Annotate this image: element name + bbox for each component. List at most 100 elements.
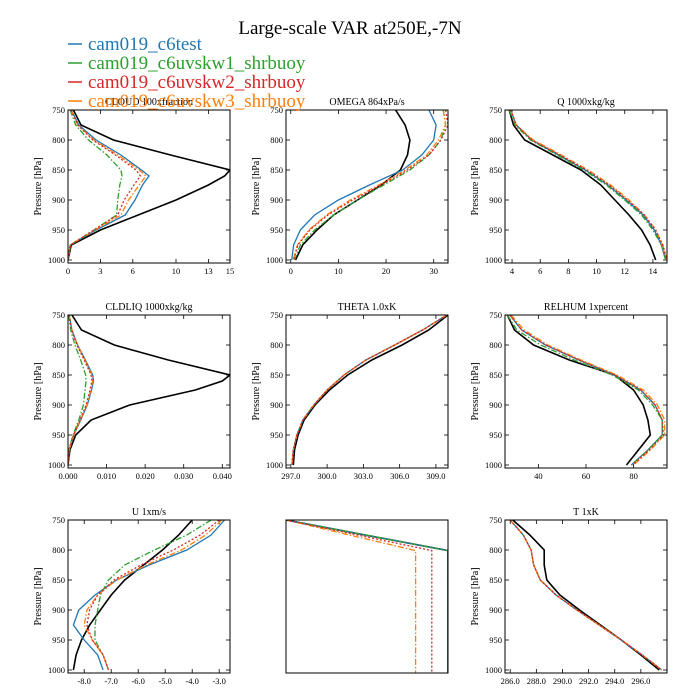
series-line-cam019-c6uvskw1-shrbuoy [68, 315, 87, 466]
xtick-label: 0 [289, 266, 293, 276]
series-line-cam019-c6test [291, 315, 448, 466]
panel-q: Q 1000xkg/kg 750 800 850 900 950 1000 4 6 8 10 12 14… [470, 97, 668, 276]
xtick-label: 6 [538, 266, 542, 276]
panel-frame [504, 519, 668, 674]
series-line-cam019-c6uvskw2-shrbuoy [286, 520, 433, 673]
ytick-label: 800 [52, 340, 65, 350]
ytick-label: 850 [52, 575, 65, 585]
panel-title-theta: THETA 1.0xK [338, 302, 397, 313]
series-line-reference [286, 520, 448, 673]
xtick-label: 0.030 [174, 471, 193, 481]
series-line-cam019-c6uvskw1-shrbuoy [286, 520, 448, 673]
xtick-label: 300.0 [318, 471, 337, 481]
ytick-label: 850 [270, 370, 283, 380]
series-line-cam019-c6uvskw2-shrbuoy [509, 315, 665, 466]
xtick-label: 13 [204, 266, 213, 276]
series-group [68, 315, 230, 466]
ytick-label: 900 [489, 605, 502, 615]
series-line-cam019-c6test [286, 520, 448, 673]
series-line-cam019-c6uvskw3-shrbuoy [83, 520, 223, 671]
xtick-label: 6 [131, 266, 135, 276]
series-line-cam019-c6uvskw1-shrbuoy [68, 110, 123, 261]
panel-relhum: RELHUM 1xpercent 750 800 850 900 950 1000 40 60 8… [470, 302, 668, 481]
panel-u: U 1xm/s 750 800 850 900 950 1000 -8.0 -7.0 -6.0 -5… [33, 507, 231, 686]
panel-title-q: Q 1000xkg/kg [557, 97, 615, 108]
series-group [72, 520, 226, 671]
series-line-reference [512, 520, 660, 671]
xtick-label: 0.020 [136, 471, 155, 481]
xtick-label: 306.0 [390, 471, 409, 481]
panel-title-cloud: CLOUD 100xfraction [105, 97, 193, 108]
series-line-cam019-c6uvskw2-shrbuoy [86, 520, 220, 671]
ytick-label: 850 [489, 165, 502, 175]
ytick-label: 800 [52, 135, 65, 145]
series-line-cam019-c6uvskw2-shrbuoy [68, 315, 93, 466]
series-line-cam019-c6uvskw3-shrbuoy [68, 110, 147, 261]
series-line-cam019-c6uvskw2-shrbuoy [68, 110, 142, 261]
legend: cam019_c6testcam019_c6uvskw1_shrbuoycam0… [68, 34, 306, 112]
xtick-label: -7.0 [104, 676, 117, 686]
ytick-label: 950 [489, 635, 502, 645]
ytick-label: 750 [489, 310, 502, 320]
panel-frame [67, 314, 231, 469]
ytick-label: 800 [52, 545, 65, 555]
panel-frame [504, 314, 668, 469]
series-group [68, 110, 230, 261]
ylabel-q: Pressure [hPa] [470, 157, 481, 215]
series-line-reference [72, 520, 193, 671]
series-group [506, 315, 666, 466]
ytick-label: 950 [52, 430, 65, 440]
panel-extra [285, 519, 449, 674]
legend-entry-cam019-c6test: cam019_c6test [88, 34, 203, 55]
xtick-label: 30 [429, 266, 438, 276]
xtick-label: 303.0 [354, 471, 373, 481]
ytick-label: 750 [270, 310, 283, 320]
series-line-cam019-c6uvskw1-shrbuoy [293, 110, 447, 261]
series-line-cam019-c6uvskw2-shrbuoy [291, 315, 448, 466]
ytick-label: 900 [489, 400, 502, 410]
xtick-label: 15 [226, 266, 235, 276]
xtick-label: 288.0 [527, 676, 546, 686]
ytick-label: 800 [270, 135, 283, 145]
series-line-reference [292, 315, 448, 466]
xtick-label: 296.0 [631, 676, 650, 686]
ytick-label: 900 [52, 195, 65, 205]
panel-grid: CLOUD 100xfraction 750 800 850 900 950 1000 0 3 6… [33, 97, 668, 686]
ylabel-omega: Pressure [hPa] [251, 157, 262, 215]
xtick-label: -8.0 [77, 676, 90, 686]
panel-frame [504, 109, 668, 264]
ytick-label: 900 [270, 195, 283, 205]
series-group [508, 110, 667, 261]
xtick-label: 3 [98, 266, 102, 276]
xtick-label: 0 [66, 266, 70, 276]
xtick-label: 10 [592, 266, 601, 276]
ytick-label: 950 [270, 225, 283, 235]
series-line-cam019-c6uvskw1-shrbuoy [94, 520, 212, 671]
ytick-label: 1000 [266, 255, 283, 265]
panel-title-u: U 1xm/s [132, 507, 166, 518]
xtick-label: 292.0 [579, 676, 598, 686]
series-line-cam019-c6test [68, 110, 150, 261]
series-line-cam019-c6uvskw1-shrbuoy [508, 110, 667, 261]
ytick-label: 900 [489, 195, 502, 205]
ytick-label: 1000 [485, 665, 502, 675]
series-group [291, 315, 448, 466]
series-line-cam019-c6uvskw1-shrbuoy [509, 520, 663, 671]
xtick-label: 294.0 [605, 676, 624, 686]
xtick-label: 286.0 [501, 676, 520, 686]
panel-frame [285, 314, 449, 469]
series-line-cam019-c6uvskw3-shrbuoy [509, 110, 667, 261]
xtick-label: -3.0 [212, 676, 225, 686]
ytick-label: 950 [270, 430, 283, 440]
ytick-label: 900 [52, 605, 65, 615]
panel-title-relhum: RELHUM 1xpercent [544, 302, 628, 313]
panel-frame [67, 519, 231, 674]
panel-cldliq: CLDLIQ 1000xkg/kg 750 800 850 900 950 10000.00… [33, 302, 232, 481]
ytick-label: 950 [52, 635, 65, 645]
ytick-label: 950 [52, 225, 65, 235]
legend-entry-cam019-c6uvskw2-shrbuoy: cam019_c6uvskw2_shrbuoy [88, 72, 306, 93]
panel-frame [285, 109, 449, 264]
